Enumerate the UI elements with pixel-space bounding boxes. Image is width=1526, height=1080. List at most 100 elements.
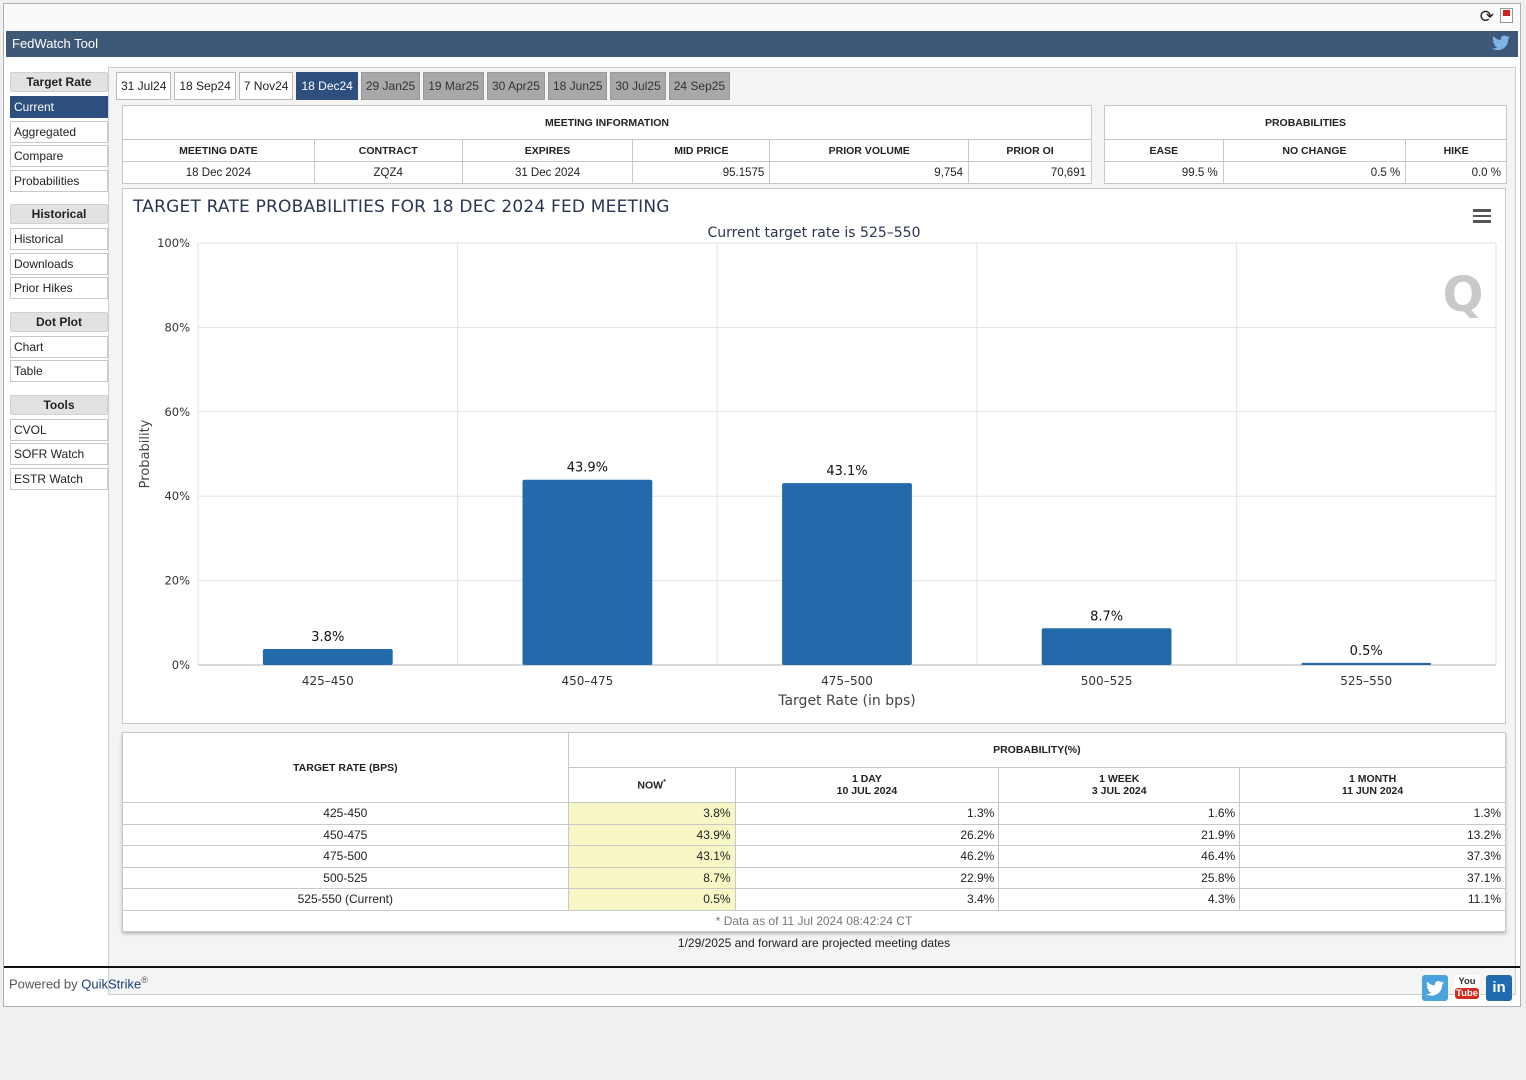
table-row: 450-475 43.9% 26.2% 21.9% 13.2%: [122, 823, 1506, 846]
week-cell: 21.9%: [998, 823, 1241, 846]
app-title: FedWatch Tool: [12, 36, 98, 51]
col-prior-volume: PRIOR VOLUME: [769, 139, 970, 162]
sidebar-item-compare[interactable]: Compare: [10, 145, 108, 167]
sidebar-item-chart[interactable]: Chart: [10, 335, 108, 358]
day-cell: 3.4%: [734, 888, 1000, 911]
ease-value: 99.5 %: [1104, 161, 1224, 184]
col-expires: EXPIRES: [461, 139, 634, 162]
tab-18-sep24[interactable]: 18 Sep24: [174, 72, 236, 100]
bar: [782, 483, 912, 665]
col-contract: CONTRACT: [313, 139, 463, 162]
hike-value: 0.0 %: [1405, 161, 1507, 184]
sidebar-item-table[interactable]: Table: [10, 360, 108, 382]
quikstrike-watermark-icon: Q: [1443, 267, 1484, 323]
top-strip: ⟳: [4, 4, 1520, 30]
mid-price-value: 95.1575: [632, 161, 771, 184]
rate-cell: 475-500: [122, 845, 569, 868]
now-cell: 43.1%: [567, 845, 736, 868]
twitter-icon[interactable]: [1492, 35, 1510, 51]
sidebar-item-downloads[interactable]: Downloads: [10, 252, 108, 275]
registered-mark: ®: [141, 975, 148, 985]
now-cell: 3.8%: [567, 802, 736, 825]
linkedin-label: in: [1492, 979, 1506, 996]
y-tick-label: 60%: [164, 405, 190, 419]
x-tick-label: 450–475: [561, 674, 613, 688]
sidebar-item-aggregated[interactable]: Aggregated: [10, 120, 108, 143]
sidebar-item-cvol[interactable]: CVOL: [10, 418, 108, 441]
tab-31-jul24[interactable]: 31 Jul24: [116, 72, 172, 100]
no-change-value: 0.5 %: [1222, 161, 1407, 184]
expires-value: 31 Dec 2024: [461, 161, 634, 184]
quikstrike-link[interactable]: QuikStrike: [81, 976, 142, 992]
month-cell: 37.3%: [1239, 845, 1506, 868]
pdf-icon[interactable]: [1500, 8, 1513, 23]
table-row: 525-550 (Current) 0.5% 3.4% 4.3% 11.1%: [122, 888, 1506, 911]
sidebar-item-prior-hikes[interactable]: Prior Hikes: [10, 277, 108, 299]
sidebar-item-historical[interactable]: Historical: [10, 228, 108, 250]
day-cell: 46.2%: [734, 845, 1000, 868]
bar-data-label: 43.9%: [567, 461, 608, 476]
probability-table: TARGET RATE (BPS) PROBABILITY(%) NOW* 1 …: [122, 732, 1507, 932]
sidebar-item-estr-watch[interactable]: ESTR Watch: [10, 467, 108, 490]
tab-7-nov24[interactable]: 7 Nov24: [238, 72, 294, 100]
col-probability: PROBABILITY(%): [567, 732, 1507, 768]
col-1-week: 1 WEEK 3 JUL 2024: [998, 767, 1241, 803]
x-axis-title: Target Rate (in bps): [777, 693, 916, 709]
y-tick-label: 80%: [164, 320, 190, 334]
rate-cell: 425-450: [122, 802, 569, 825]
y-tick-label: 0%: [172, 658, 190, 672]
col-1-day: 1 DAY 10 JUL 2024: [734, 767, 1000, 803]
sidebar: Target Rate Current Aggregated Compare P…: [10, 72, 108, 492]
main-panel: 31 Jul24 18 Sep24 7 Nov24 18 Dec24 29 Ja…: [108, 67, 1516, 995]
y-axis-title: Probability: [138, 419, 153, 488]
bar-data-label: 3.8%: [311, 630, 344, 645]
week-cell: 4.3%: [998, 888, 1241, 911]
prior-volume-value: 9,754: [769, 161, 970, 184]
youtube-tube-label: Tube: [1455, 988, 1479, 999]
linkedin-icon[interactable]: in: [1486, 975, 1512, 1001]
col-mid-price: MID PRICE: [632, 139, 771, 162]
y-tick-label: 20%: [164, 574, 190, 588]
rate-cell: 500-525: [122, 866, 569, 889]
col-prior-oi: PRIOR OI: [968, 139, 1092, 162]
tab-18-dec24[interactable]: 18 Dec24: [296, 72, 358, 100]
bar: [522, 479, 653, 665]
meeting-info-table: MEETING INFORMATION MEETING DATE CONTRAC…: [122, 105, 1092, 184]
twitter-social-icon[interactable]: [1422, 975, 1448, 1001]
sidebar-item-current[interactable]: Current: [10, 96, 108, 118]
y-tick-label: 40%: [164, 489, 190, 503]
group-dot-plot: Dot Plot: [10, 311, 108, 332]
group-target-rate: Target Rate: [10, 72, 108, 92]
meeting-date-value: 18 Dec 2024: [122, 161, 315, 184]
tab-29-jan25[interactable]: 29 Jan25: [360, 72, 421, 100]
refresh-icon[interactable]: ⟳: [1479, 7, 1494, 26]
rate-cell: 450-475: [122, 823, 569, 846]
x-tick-label: 475–500: [821, 674, 873, 688]
sidebar-item-probabilities[interactable]: Probabilities: [10, 169, 108, 192]
group-tools: Tools: [10, 394, 108, 415]
x-tick-label: 500–525: [1081, 674, 1133, 688]
hamburger-menu-icon[interactable]: [1473, 209, 1491, 223]
bar-chart: Current target rate is 525–550 0% 20% 40% 60…: [138, 225, 1497, 709]
tab-18-jun25[interactable]: 18 Jun25: [547, 72, 608, 100]
chart-subtitle: Current target rate is 525–550: [707, 225, 920, 241]
sidebar-item-sofr-watch[interactable]: SOFR Watch: [10, 443, 108, 465]
footer-divider: [4, 966, 1520, 968]
col-target-rate: TARGET RATE (BPS): [122, 732, 569, 803]
youtube-icon[interactable]: You Tube: [1454, 975, 1480, 1001]
bar: [262, 648, 393, 665]
tab-19-mar25[interactable]: 19 Mar25: [423, 72, 484, 100]
footer: Powered by QuikStrike®: [9, 975, 148, 991]
tab-30-apr25[interactable]: 30 Apr25: [486, 72, 545, 100]
projected-dates-note: 1/29/2025 and forward are projected meet…: [677, 936, 951, 950]
col-now: NOW*: [567, 767, 736, 803]
bar-data-label: 0.5%: [1350, 644, 1383, 659]
table-row: 500-525 8.7% 22.9% 25.8% 37.1%: [122, 866, 1506, 889]
week-cell: 1.6%: [998, 802, 1241, 825]
tab-30-jul25[interactable]: 30 Jul25: [610, 72, 666, 100]
tab-24-sep25[interactable]: 24 Sep25: [668, 72, 731, 100]
probabilities-header: PROBABILITIES: [1104, 105, 1507, 140]
group-historical: Historical: [10, 204, 108, 224]
prior-oi-value: 70,691: [968, 161, 1092, 184]
table-row: 425-450 3.8% 1.3% 1.6% 1.3%: [122, 802, 1506, 825]
